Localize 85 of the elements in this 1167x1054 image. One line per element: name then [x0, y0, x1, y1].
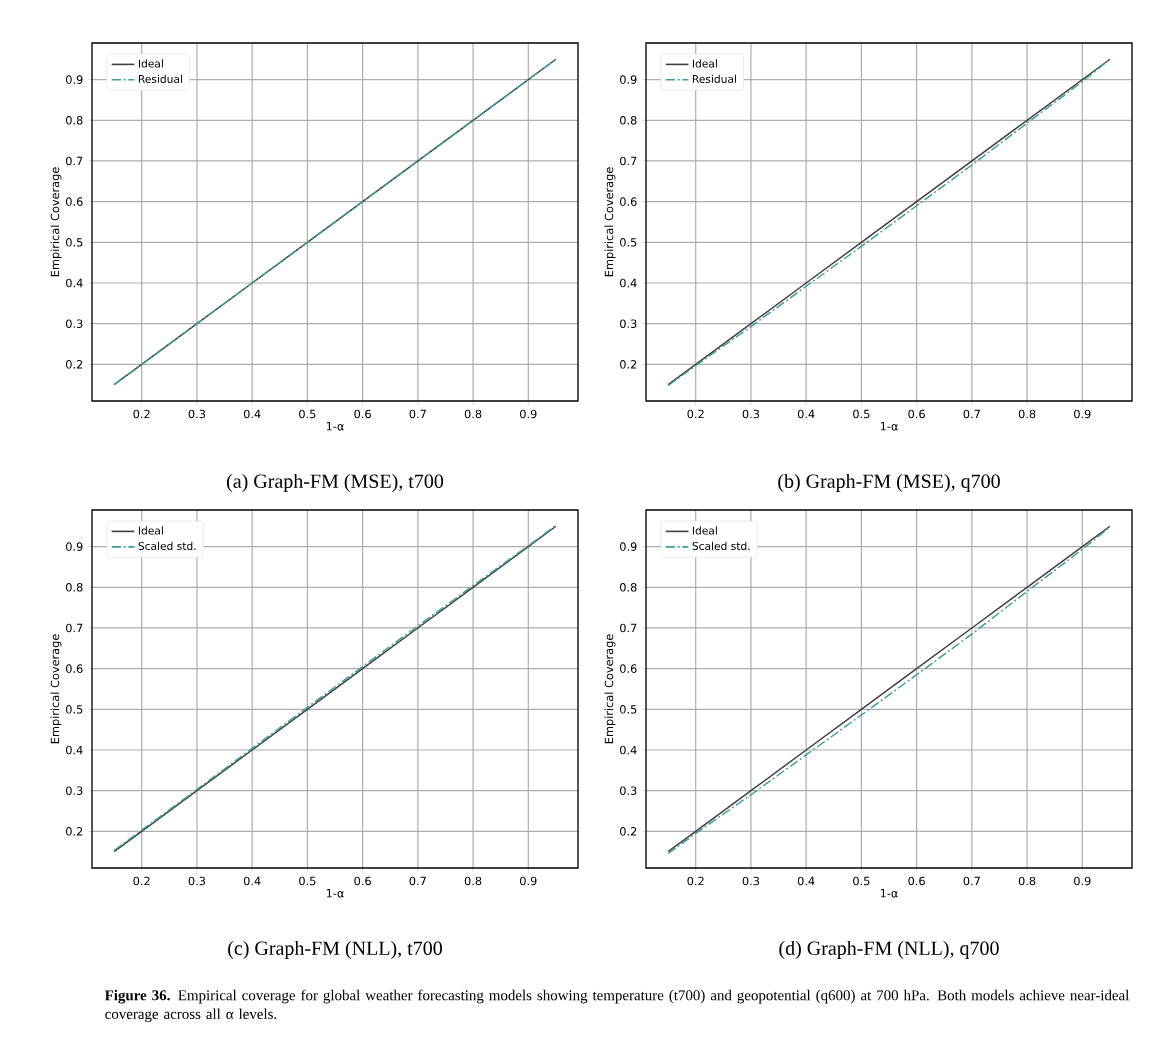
y-tick-label: 0.5: [66, 705, 83, 714]
y-tick-label: 0.2: [66, 827, 83, 836]
y-tick-label: 0.3: [620, 786, 637, 795]
y-tick-label: 0.6: [66, 664, 83, 673]
y-axis-title: Empirical Coverage: [50, 167, 62, 277]
y-tick-label: 0.7: [620, 623, 637, 633]
y-tick-label: 0.9: [66, 542, 83, 551]
y-tick-label: 0.8: [66, 583, 83, 592]
x-axis-title: 1-α: [326, 422, 344, 431]
y-tick-label: 0.3: [620, 319, 637, 328]
x-tick-label: 0.6: [354, 409, 371, 419]
y-tick-label: 0.6: [620, 664, 637, 673]
y-tick-label: 0.2: [620, 827, 637, 836]
x-tick-label: 0.3: [188, 876, 206, 886]
legend-label: Scaled std.: [692, 541, 750, 551]
x-tick-label: 0.5: [299, 876, 316, 886]
x-axis-title: 1-α: [880, 889, 898, 898]
y-tick-label: 0.4: [66, 278, 83, 288]
x-tick-label: 0.8: [464, 409, 482, 419]
x-tick-label: 0.5: [299, 409, 316, 419]
x-tick-label: 0.7: [409, 409, 426, 419]
y-axis-title: Empirical Coverage: [604, 634, 616, 744]
y-tick-label: 0.4: [620, 745, 637, 755]
x-tick-label: 0.6: [908, 876, 925, 886]
y-tick-label: 0.4: [66, 745, 83, 755]
x-tick-label: 0.8: [1018, 409, 1036, 419]
y-tick-label: 0.5: [620, 238, 637, 247]
y-axis-title: Empirical Coverage: [50, 634, 62, 744]
y-tick-label: 0.7: [66, 156, 83, 166]
x-tick-label: 0.4: [797, 876, 815, 886]
x-tick-label: 0.2: [687, 876, 704, 886]
x-axis-title: 1-α: [326, 889, 344, 898]
x-tick-label: 0.5: [853, 876, 870, 886]
y-tick-label: 0.3: [66, 319, 83, 328]
x-tick-label: 0.7: [963, 876, 980, 886]
x-tick-label: 0.4: [797, 409, 815, 419]
x-tick-label: 0.8: [1018, 876, 1036, 886]
y-axis-title: Empirical Coverage: [604, 167, 616, 277]
y-tick-label: 0.8: [620, 116, 637, 125]
legend-label: Residual: [138, 74, 182, 84]
legend-label: Scaled std.: [138, 541, 196, 551]
x-tick-label: 0.9: [520, 409, 537, 419]
y-tick-label: 0.9: [620, 542, 637, 551]
x-tick-label: 0.4: [243, 876, 261, 886]
x-tick-label: 0.5: [853, 409, 870, 419]
y-tick-label: 0.2: [66, 360, 83, 369]
y-tick-label: 0.9: [66, 75, 83, 84]
x-tick-label: 0.3: [742, 876, 760, 886]
text: (d) Graph-FM (NLL), q700: [779, 940, 999, 960]
legend-label: Ideal: [692, 59, 717, 68]
y-tick-label: 0.7: [66, 623, 83, 633]
x-tick-label: 0.8: [464, 876, 482, 886]
x-tick-label: 0.2: [687, 409, 704, 419]
x-tick-label: 0.3: [188, 409, 206, 419]
y-tick-label: 0.7: [620, 156, 637, 166]
y-tick-label: 0.5: [66, 238, 83, 247]
y-tick-label: 0.9: [620, 75, 637, 84]
legend-label: Ideal: [138, 59, 163, 68]
text: Figure 36. Empirical coverage for global weather forecasting models showing temperature (t700) and geopotential (q600) at 700 hPa. Both models achieve near-ideal coverage across all α levels.: [104, 989, 1130, 1023]
y-tick-label: 0.4: [620, 278, 637, 288]
y-tick-label: 0.6: [620, 197, 637, 206]
x-tick-label: 0.6: [908, 409, 925, 419]
legend-label: Ideal: [138, 526, 163, 535]
x-axis-title: 1-α: [880, 422, 898, 431]
x-tick-label: 0.7: [963, 409, 980, 419]
x-tick-label: 0.9: [520, 876, 537, 886]
x-tick-label: 0.4: [243, 409, 261, 419]
y-tick-label: 0.5: [620, 705, 637, 714]
y-tick-label: 0.3: [66, 786, 83, 795]
x-tick-label: 0.2: [133, 409, 150, 419]
y-tick-label: 0.2: [620, 360, 637, 369]
y-tick-label: 0.8: [620, 583, 637, 592]
x-tick-label: 0.6: [354, 876, 371, 886]
x-tick-label: 0.7: [409, 876, 426, 886]
y-tick-label: 0.8: [66, 116, 83, 125]
x-tick-label: 0.3: [742, 409, 760, 419]
x-tick-label: 0.9: [1074, 876, 1091, 886]
text: (a) Graph-FM (MSE), t700: [227, 473, 444, 493]
legend-label: Ideal: [692, 526, 717, 535]
text: (b) Graph-FM (MSE), q700: [778, 473, 1000, 493]
y-tick-label: 0.6: [66, 197, 83, 206]
legend-label: Residual: [692, 74, 736, 84]
x-tick-label: 0.2: [133, 876, 150, 886]
x-tick-label: 0.9: [1074, 409, 1091, 419]
text: (c) Graph-FM (NLL), t700: [228, 940, 442, 960]
